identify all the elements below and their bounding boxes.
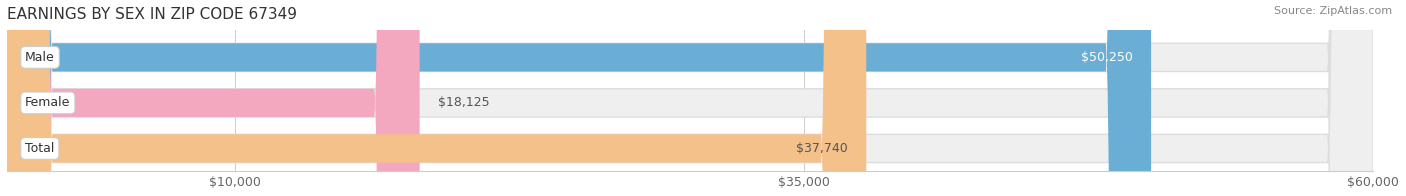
Text: Total: Total bbox=[25, 142, 55, 155]
FancyBboxPatch shape bbox=[7, 0, 1374, 196]
Text: Source: ZipAtlas.com: Source: ZipAtlas.com bbox=[1274, 6, 1392, 16]
FancyBboxPatch shape bbox=[7, 0, 419, 196]
FancyBboxPatch shape bbox=[7, 0, 1374, 196]
Text: $18,125: $18,125 bbox=[437, 96, 489, 109]
FancyBboxPatch shape bbox=[7, 0, 866, 196]
FancyBboxPatch shape bbox=[7, 0, 1374, 196]
FancyBboxPatch shape bbox=[7, 0, 1152, 196]
Text: $50,250: $50,250 bbox=[1081, 51, 1133, 64]
Text: EARNINGS BY SEX IN ZIP CODE 67349: EARNINGS BY SEX IN ZIP CODE 67349 bbox=[7, 7, 297, 22]
Text: $37,740: $37,740 bbox=[796, 142, 848, 155]
Text: Male: Male bbox=[25, 51, 55, 64]
Text: Female: Female bbox=[25, 96, 70, 109]
